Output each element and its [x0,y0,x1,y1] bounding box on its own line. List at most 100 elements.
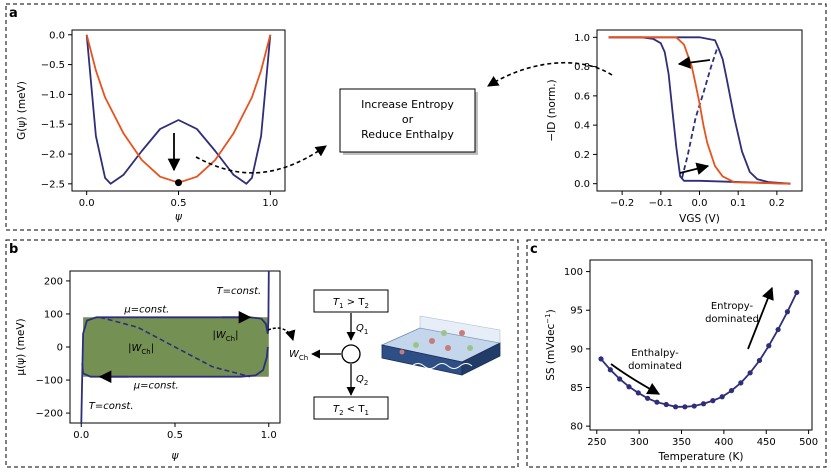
y-axis-label: G(ψ) (meV) [16,81,28,140]
minimum-marker [175,179,182,187]
x-tick-label: −0.2 [610,198,634,209]
x-tick-label: 400 [714,437,733,448]
dashed-arrow-to-box-icon [195,145,327,174]
x-tick-label: 0.5 [171,198,187,209]
x-tick-label: 0.0 [73,430,89,441]
y-tick-label: 100 [44,309,63,320]
panel-label-c: c [530,242,538,257]
data-point [719,394,725,400]
chart-a-right: −0.2 −0.1 0.0 0.1 0.2 0.0 0.2 0.4 0.6 0.8 1.0 VGS (… [546,29,803,225]
w-ch-right-label: |WCh| [213,330,239,343]
t-const-upper-label: T=const. [216,286,261,297]
cold-reservoir-box [313,396,389,420]
x-tick-label: 0.0 [692,198,708,209]
enthalpy-arrow-icon [610,363,661,395]
panel-b-frame [5,239,519,468]
y-tick-label: −2.0 [41,150,65,161]
right-arrow-icon [679,162,710,175]
data-point [682,404,688,410]
x-tick-label: −0.1 [649,198,673,209]
left-arrow-icon [677,56,711,69]
y-tick-label: −1.5 [41,120,65,131]
data-point [607,367,613,373]
y-tick-label: 0.2 [574,150,590,161]
x-tick-label: 350 [672,437,691,448]
y-tick-label: −2.5 [41,179,65,190]
box-line-1: Increase Entropy [361,98,454,111]
y-tick-label: 100 [564,267,583,278]
data-point [766,343,772,349]
data-point [700,401,707,407]
device-illustration [380,315,502,376]
series-line [608,36,791,185]
dashed-arrow-from-plot-icon [487,61,613,87]
y-tick-label: 0.0 [574,179,590,190]
y-axis-label: μ(ψ) (meV) [15,318,27,375]
entropy-label-1: Entropy- [711,301,754,312]
panel-label-a: a [9,6,18,21]
w-ch-left-label: |WCh| [128,343,154,356]
y-tick-label: 95 [570,306,583,317]
x-tick-label: 1.0 [262,198,278,209]
y-tick-label: 0 [57,343,63,354]
data-point [738,380,744,386]
x-tick-label: 0.2 [769,198,785,209]
x-tick-label: 0.5 [167,430,183,441]
y-tick-label: −200 [36,409,63,420]
data-point [747,370,753,376]
q1-label: Q1 [356,323,368,336]
y-tick-label: −0.5 [41,60,65,71]
panel-label-b: b [9,242,18,257]
data-point [784,309,791,315]
data-point [794,289,800,296]
box-line-2: or [402,113,414,126]
x-tick-label: 250 [587,437,606,448]
data-point [635,390,641,396]
entropy-arrow-icon [747,286,774,350]
increase-entropy-box [339,88,476,153]
y-tick-label: 90 [570,344,583,355]
series-line [85,34,272,184]
data-point [626,384,632,390]
data-point [691,403,697,409]
data-point [645,395,651,401]
hot-reservoir-label: T1 > T2 [333,297,369,310]
y-tick-label: 0.8 [574,62,590,73]
q2-label: Q2 [356,374,368,387]
y-tick-label: 0.6 [574,91,590,102]
x-axis-label: VGS (V) [679,213,720,225]
y-axis-label: SS (mVdec−1) [544,309,557,381]
cold-reservoir-label: T2 < T1 [333,404,369,417]
engine-circle [341,344,361,364]
series-line [608,36,791,185]
hot-reservoir-box [313,289,389,313]
box-line-3: Reduce Enthalpy [361,128,454,141]
data-point [775,326,781,333]
enthalpy-label-1: Enthalpy- [631,348,679,359]
x-axis-label: ψ [175,211,183,223]
plot-frame [596,29,803,192]
x-axis-label: Temperature (K) [658,451,744,463]
x-tick-label: 300 [630,437,649,448]
enthalpy-label-2: dominated [628,361,682,372]
dashed-arrow-icon [267,327,296,342]
data-point [598,356,604,362]
entropy-label-2: dominated [705,314,759,325]
data-point [654,399,660,405]
y-tick-label: −1.0 [41,90,65,101]
y-tick-label: 1.0 [574,33,590,44]
mu-const-lower-label: μ=const. [133,381,179,392]
panel-c-frame [526,239,827,468]
chart-c: 250 300 350 400 450 500 80 85 90 95 100 Entropy-dom… [544,259,818,463]
y-tick-label: 85 [570,383,583,394]
x-tick-label: 0.0 [79,198,95,209]
data-point [617,376,623,382]
x-tick-label: 450 [757,437,776,448]
work-label: WCh [289,349,308,362]
data-point [663,401,669,408]
plot-frame [71,29,286,192]
x-tick-label: 1.0 [261,430,277,441]
t-const-lower-label: T=const. [89,401,134,412]
data-point [756,357,763,364]
mu-dashed-curve [99,316,251,378]
